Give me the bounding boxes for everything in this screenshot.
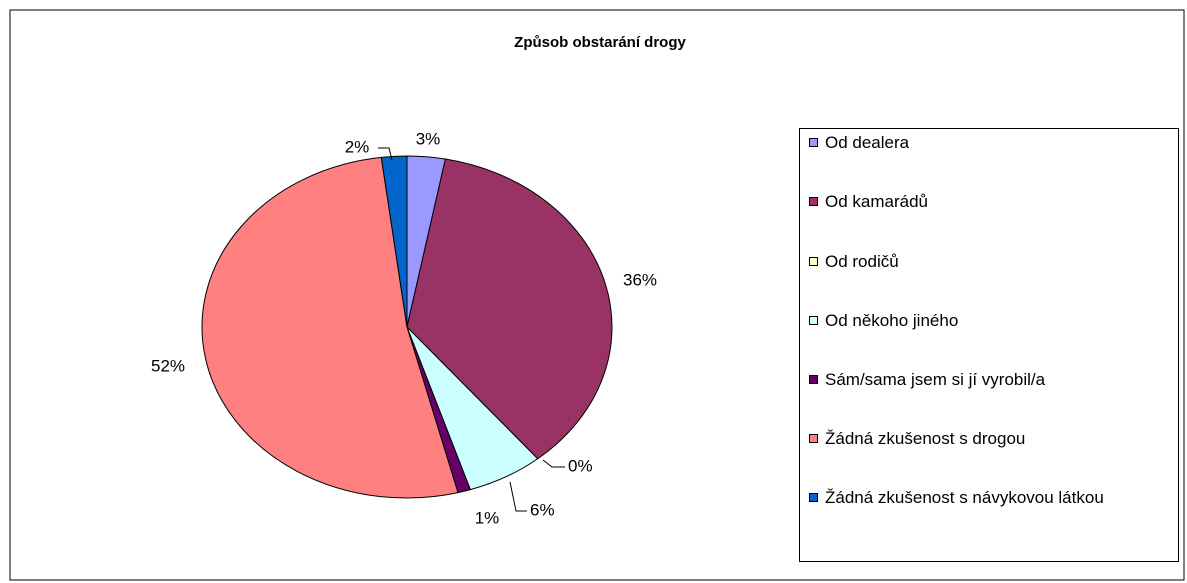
legend-item: Sám/sama jsem si jí vyrobil/a [809, 370, 1174, 390]
data-label: 6% [530, 500, 555, 519]
data-label: 0% [568, 456, 593, 475]
legend: Od dealera Od kamarádů Od rodičů Od někoho … [799, 128, 1179, 562]
legend-swatch [809, 493, 818, 502]
data-label: 2% [345, 137, 370, 156]
legend-swatch [809, 434, 818, 443]
data-label: 36% [623, 270, 657, 289]
legend-label: Žádná zkušenost s drogou [825, 429, 1026, 448]
legend-label: Od dealera [825, 133, 910, 152]
legend-label: Žádná zkušenost s návykovou látkou [825, 488, 1104, 507]
legend-label: Od někoho jiného [825, 311, 959, 330]
legend-swatch [809, 197, 818, 206]
legend-item: Od dealera [809, 133, 1174, 153]
legend-label: Od rodičů [825, 252, 899, 271]
legend-item: Žádná zkušenost s návykovou látkou [809, 488, 1174, 508]
data-label: 1% [475, 508, 500, 527]
legend-label: Sám/sama jsem si jí vyrobil/a [825, 370, 1046, 389]
leader-line [509, 481, 527, 512]
leader-line [378, 147, 393, 161]
chart-title: Způsob obstarání drogy [514, 34, 686, 51]
legend-item: Od rodičů [809, 252, 1174, 272]
legend-item: Od někoho jiného [809, 311, 1174, 331]
legend-swatch [809, 316, 818, 325]
data-label: 52% [151, 356, 185, 375]
legend-label: Od kamarádů [825, 192, 928, 211]
leader-line [542, 459, 565, 468]
legend-item: Žádná zkušenost s drogou [809, 429, 1174, 449]
legend-swatch [809, 138, 818, 147]
legend-swatch [809, 375, 818, 384]
pie-slice [406, 158, 613, 460]
pie-slice [380, 155, 408, 328]
legend-swatch [809, 257, 818, 266]
data-label: 3% [416, 129, 441, 148]
legend-item: Od kamarádů [809, 192, 1174, 212]
